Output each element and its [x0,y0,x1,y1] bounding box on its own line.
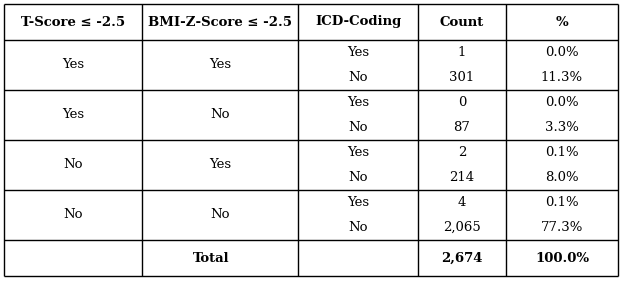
Text: 214: 214 [449,171,475,184]
Text: Yes: Yes [347,146,369,159]
Text: 0.1%: 0.1% [545,196,579,209]
Text: 0.1%: 0.1% [545,146,579,159]
Text: No: No [348,171,368,184]
Text: Yes: Yes [347,96,369,109]
Text: ICD-Coding: ICD-Coding [315,15,401,29]
Text: 1: 1 [458,46,466,59]
Text: No: No [211,209,230,221]
Text: Yes: Yes [209,159,231,172]
Text: Yes: Yes [347,46,369,59]
Text: No: No [348,71,368,84]
Text: Yes: Yes [62,58,84,72]
Text: Total: Total [193,252,229,265]
Text: 3.3%: 3.3% [545,121,579,134]
Text: No: No [211,108,230,122]
Text: 2,065: 2,065 [443,221,481,234]
Text: %: % [556,15,568,29]
Text: 100.0%: 100.0% [535,252,589,265]
Text: No: No [63,159,83,172]
Text: No: No [63,209,83,221]
Text: Count: Count [440,15,484,29]
Text: Yes: Yes [62,108,84,122]
Text: 2,674: 2,674 [441,252,483,265]
Text: 0: 0 [458,96,466,109]
Text: No: No [348,221,368,234]
Text: BMI-Z-Score ≤ -2.5: BMI-Z-Score ≤ -2.5 [148,15,292,29]
Text: 0.0%: 0.0% [545,96,579,109]
Text: 4: 4 [458,196,466,209]
Text: 87: 87 [454,121,470,134]
Text: Yes: Yes [347,196,369,209]
Text: 0.0%: 0.0% [545,46,579,59]
Text: 2: 2 [458,146,466,159]
Text: Yes: Yes [209,58,231,72]
Text: No: No [348,121,368,134]
Text: 8.0%: 8.0% [545,171,579,184]
Text: 77.3%: 77.3% [541,221,583,234]
Text: 301: 301 [449,71,475,84]
Text: T-Score ≤ -2.5: T-Score ≤ -2.5 [21,15,125,29]
Text: 11.3%: 11.3% [541,71,583,84]
